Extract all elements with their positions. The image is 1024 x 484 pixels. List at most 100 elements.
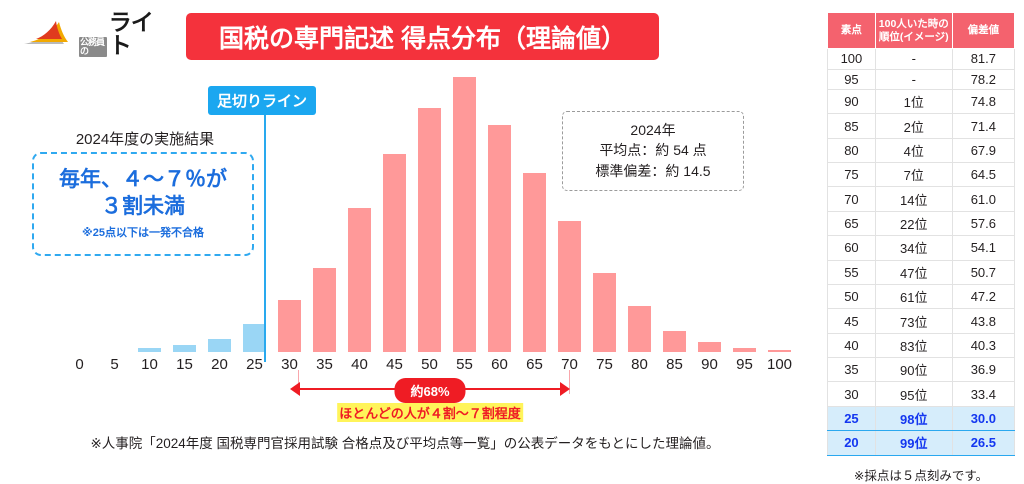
table-row: 55 47位 50.7: [827, 259, 1016, 285]
arrow-left-icon: [290, 382, 300, 396]
table-cell-deviation: 36.9: [951, 357, 1016, 383]
table-cell-score: 75: [827, 162, 876, 188]
deviation-table: 素点 100人いた時の順位(イメージ) 偏差値 100-81.7 95-78.2 9…: [827, 11, 1016, 456]
table-cell-score: 65: [827, 210, 876, 237]
chart-bar: [767, 350, 792, 352]
arrow-right-icon: [560, 382, 570, 396]
table-cell-deviation: 57.6: [951, 210, 1016, 237]
chart-bar: [487, 125, 512, 352]
cutoff-line: [264, 96, 266, 362]
table-row: 75 7位 64.5: [827, 162, 1016, 188]
table-row: 95-78.2: [827, 68, 1016, 90]
table-cell-rank: 73位: [874, 308, 953, 334]
chart-bar: [417, 107, 442, 352]
chart-bar: [592, 272, 617, 352]
table-cell-score: 45: [827, 308, 876, 334]
table-cell-rank: 22位: [874, 210, 953, 237]
table-header-row: 素点 100人いた時の順位(イメージ) 偏差値: [827, 11, 1016, 50]
logo-swoosh-icon: [22, 18, 74, 50]
table-cell-rank: 47位: [874, 259, 953, 285]
x-axis-tick: 30: [281, 356, 298, 373]
cutoff-label: 足切りライン: [208, 86, 317, 115]
x-axis-tick: 35: [316, 356, 333, 373]
x-axis-tick: 75: [596, 356, 613, 373]
deviation-table-wrapper: 素点 100人いた時の順位(イメージ) 偏差値 100-81.7 95-78.2 9…: [827, 11, 1016, 484]
table-row: 85 2位 71.4: [827, 113, 1016, 139]
table-cell-score: 70: [827, 186, 876, 212]
table-cell-deviation: 54.1: [951, 235, 1016, 261]
table-row: 65 22位 57.6: [827, 210, 1016, 237]
table-cell-deviation: 43.8: [951, 308, 1016, 334]
brand-logo: 公務員の ライト: [22, 9, 162, 58]
table-header-rank: 100人いた時の順位(イメージ): [874, 11, 953, 50]
table-row: 90 1位 74.8: [827, 88, 1016, 115]
table-cell-rank: -: [874, 48, 953, 70]
table-cell-score: 30: [827, 381, 876, 407]
table-cell-deviation: 26.5: [951, 430, 1016, 456]
x-axis-labels: 0 5 10 15 20 25 30 35 40 45 50 55 60 65 70 75 80 85 90 95 10…: [62, 356, 797, 376]
table-cell-deviation: 64.5: [951, 162, 1016, 188]
table-cell-rank: 14位: [874, 186, 953, 212]
x-axis-tick: 65: [526, 356, 543, 373]
source-footnote: ※人事院「2024年度 国税専門官採用試験 合格点及び平均点等一覧」の公表データ…: [90, 436, 720, 451]
x-axis-tick: 5: [110, 356, 119, 373]
table-cell-rank: 2位: [874, 113, 953, 139]
table-cell-deviation: 47.2: [951, 283, 1016, 310]
table-cell-rank: 61位: [874, 283, 953, 310]
chart-bar: [207, 338, 232, 352]
table-cell-score: 95: [827, 68, 876, 90]
table-cell-deviation: 74.8: [951, 88, 1016, 115]
x-axis-tick: 40: [351, 356, 368, 373]
stats-sd: 標準偏差：約 14.5: [595, 162, 711, 179]
brand-main-label: ライト: [108, 9, 154, 58]
table-cell-rank: 99位: [874, 430, 953, 456]
x-axis-tick: 10: [141, 356, 158, 373]
table-row: 40 83位 40.3: [827, 332, 1016, 359]
table-cell-deviation: 40.3: [951, 332, 1016, 359]
table-cell-score: 85: [827, 113, 876, 139]
x-axis-tick: 20: [211, 356, 228, 373]
table-cell-rank: 95位: [874, 381, 953, 407]
stats-year: 2024年: [630, 122, 676, 138]
table-header-score: 素点: [827, 11, 876, 50]
table-cell-deviation: 61.0: [951, 186, 1016, 212]
stats-box: 2024年 平均点：約 54 点 標準偏差：約 14.5: [562, 111, 744, 191]
stats-mean: 平均点：約 54 点: [599, 142, 707, 159]
table-row: 25 98位 30.0: [827, 405, 1016, 432]
result-line-2: ３割未満: [101, 194, 185, 218]
annotation-caption: ほとんどの人が４割〜７割程度: [337, 403, 523, 422]
table-body: 100-81.7 95-78.2 90 1位 74.8 85 2位 71.4 80 4位 67.9 7…: [827, 48, 1016, 456]
table-cell-score: 35: [827, 357, 876, 383]
x-axis-tick: 50: [421, 356, 438, 373]
table-row: 80 4位 67.9: [827, 137, 1016, 164]
chart-bar: [347, 207, 372, 352]
table-cell-score: 20: [827, 430, 876, 456]
table-cell-deviation: 50.7: [951, 259, 1016, 285]
score-distribution-chart: [30, 70, 800, 365]
x-axis-tick: 15: [176, 356, 193, 373]
x-axis-tick: 60: [491, 356, 508, 373]
table-cell-rank: 7位: [874, 162, 953, 188]
table-cell-score: 60: [827, 235, 876, 261]
x-axis-tick: 45: [386, 356, 403, 373]
x-axis-tick: 85: [666, 356, 683, 373]
x-axis-tick: 70: [561, 356, 578, 373]
table-cell-deviation: 81.7: [951, 48, 1016, 70]
chart-bar: [277, 300, 302, 352]
x-axis-tick: 90: [701, 356, 718, 373]
result-note: ※25点以下は一発不合格: [82, 227, 204, 240]
table-cell-rank: 98位: [874, 405, 953, 432]
table-cell-score: 90: [827, 88, 876, 115]
x-axis-tick: 95: [736, 356, 753, 373]
table-row: 20 99位 26.5: [827, 430, 1016, 456]
table-cell-deviation: 30.0: [951, 405, 1016, 432]
chart-bar: [137, 347, 162, 352]
table-cell-deviation: 33.4: [951, 381, 1016, 407]
chart-bar: [697, 341, 722, 352]
table-row: 50 61位 47.2: [827, 283, 1016, 310]
x-axis-tick: 0: [75, 356, 84, 373]
table-cell-deviation: 71.4: [951, 113, 1016, 139]
x-axis-tick: 100: [766, 356, 793, 373]
table-row: 30 95位 33.4: [827, 381, 1016, 407]
chart-bar: [172, 345, 197, 352]
